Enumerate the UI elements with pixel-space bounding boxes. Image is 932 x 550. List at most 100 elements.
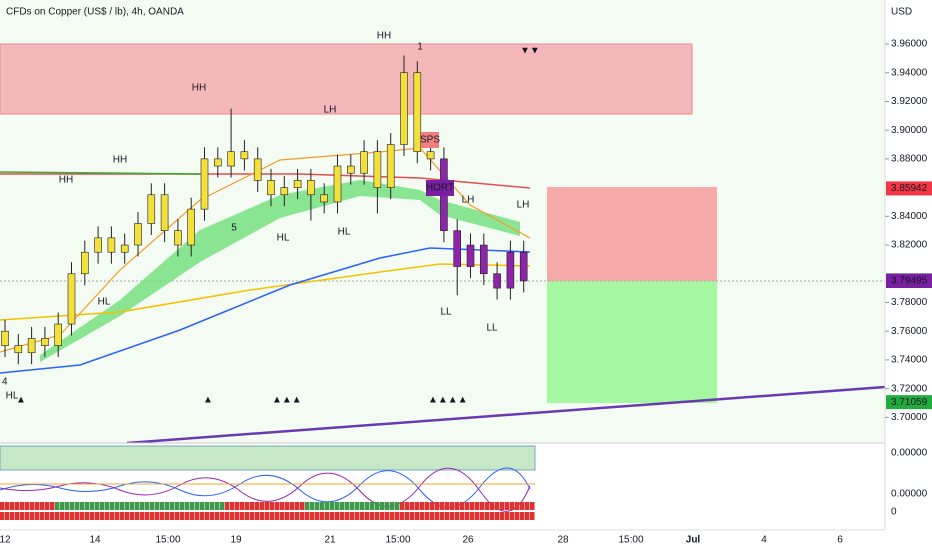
marker: ▲ [203,395,213,406]
heat-cell [390,512,395,520]
price-tag [886,181,932,196]
heat-cell [305,502,310,510]
heat-cell [445,502,450,510]
indicator-label: 0 [891,507,897,518]
heat-cell [360,512,365,520]
heat-cell [45,502,50,510]
price-tag-label: 3.85942 [891,183,928,194]
heat-cell [325,502,330,510]
heat-cell [265,512,270,520]
heat-cell [235,502,240,510]
trendline [126,385,886,445]
time-label: 15:00 [385,535,410,546]
heat-cell [365,502,370,510]
candle-body [174,230,182,246]
heat-cell [225,502,230,510]
heat-cell [95,502,100,510]
heat-cell [130,512,135,520]
candle-body [81,251,89,275]
heat-cell [405,502,410,510]
annotation: HL [277,233,290,244]
heat-cell [480,512,485,520]
heat-cell [270,512,275,520]
heat-cell [395,512,400,520]
heat-cell [70,512,75,520]
heat-cell [180,512,185,520]
heat-cell [15,512,20,520]
candle-body [453,230,462,267]
heat-cell [210,502,215,510]
heat-cell [495,502,500,510]
candle-body [253,158,262,181]
heat-cell [245,512,250,520]
heat-cell [355,502,360,510]
heat-cell [105,512,110,520]
heat-cell [90,512,95,520]
heat-cell [50,502,55,510]
heat-cell [120,512,125,520]
heat-cell [230,512,235,520]
heat-cell [485,502,490,510]
axis-unit: USD [891,7,912,18]
signal-markers: ▲ ▲ ▲▲▲ ▲▲▲▲▼▼ [16,46,540,406]
heat-cell [470,502,475,510]
heat-cell [335,502,340,510]
heat-cell [310,512,315,520]
heat-cell [475,502,480,510]
heat-cell [435,512,440,520]
annotation: HL [6,391,19,402]
heat-cell [80,512,85,520]
heat-cell [220,512,225,520]
heat-cell [300,512,305,520]
price-tag [886,395,932,410]
indicator-band [0,445,536,471]
candle-body [293,180,302,188]
heat-cell [65,502,70,510]
heat-cell [460,512,465,520]
candle-body [479,244,488,275]
heat-cell [60,502,65,510]
heat-cell [325,512,330,520]
heat-cell [30,502,35,510]
heat-cell [30,512,35,520]
candle-body [1,330,9,346]
heat-cell [275,512,280,520]
candle-body [346,165,355,174]
candle-body [134,223,142,246]
price-tag-label: 3.71059 [891,397,928,408]
heat-cell [345,502,350,510]
price-tick-label: 3.88000 [891,154,928,165]
price-tag-label: 3.79495 [891,276,928,287]
heat-cell [190,502,195,510]
heat-cell [100,512,105,520]
heat-cell [455,502,460,510]
heat-cell [335,512,340,520]
heat-cell [420,502,425,510]
heat-cell [500,502,505,510]
marker: ▲▲▲▲ [428,395,468,406]
heat-cell [145,502,150,510]
heat-cell [125,502,130,510]
heat-cell [215,512,220,520]
heat-cell [195,502,200,510]
heat-cell [475,512,480,520]
heat-cell [415,502,420,510]
annotation: HH [59,175,73,186]
heat-cell [190,512,195,520]
heat-cell [440,502,445,510]
heat-cell [15,502,20,510]
time-label: 15:00 [618,535,643,546]
heat-cell [240,512,245,520]
heat-cell [165,502,170,510]
heat-cell [10,502,15,510]
price-tick-label: 3.74000 [891,355,928,366]
heat-cell [110,512,115,520]
candle-body [466,244,475,267]
heat-cell [260,512,265,520]
heat-cell [260,502,265,510]
supply-zone [0,43,693,115]
candle-body [94,237,102,253]
heat-cell [435,502,440,510]
heat-cell [385,502,390,510]
